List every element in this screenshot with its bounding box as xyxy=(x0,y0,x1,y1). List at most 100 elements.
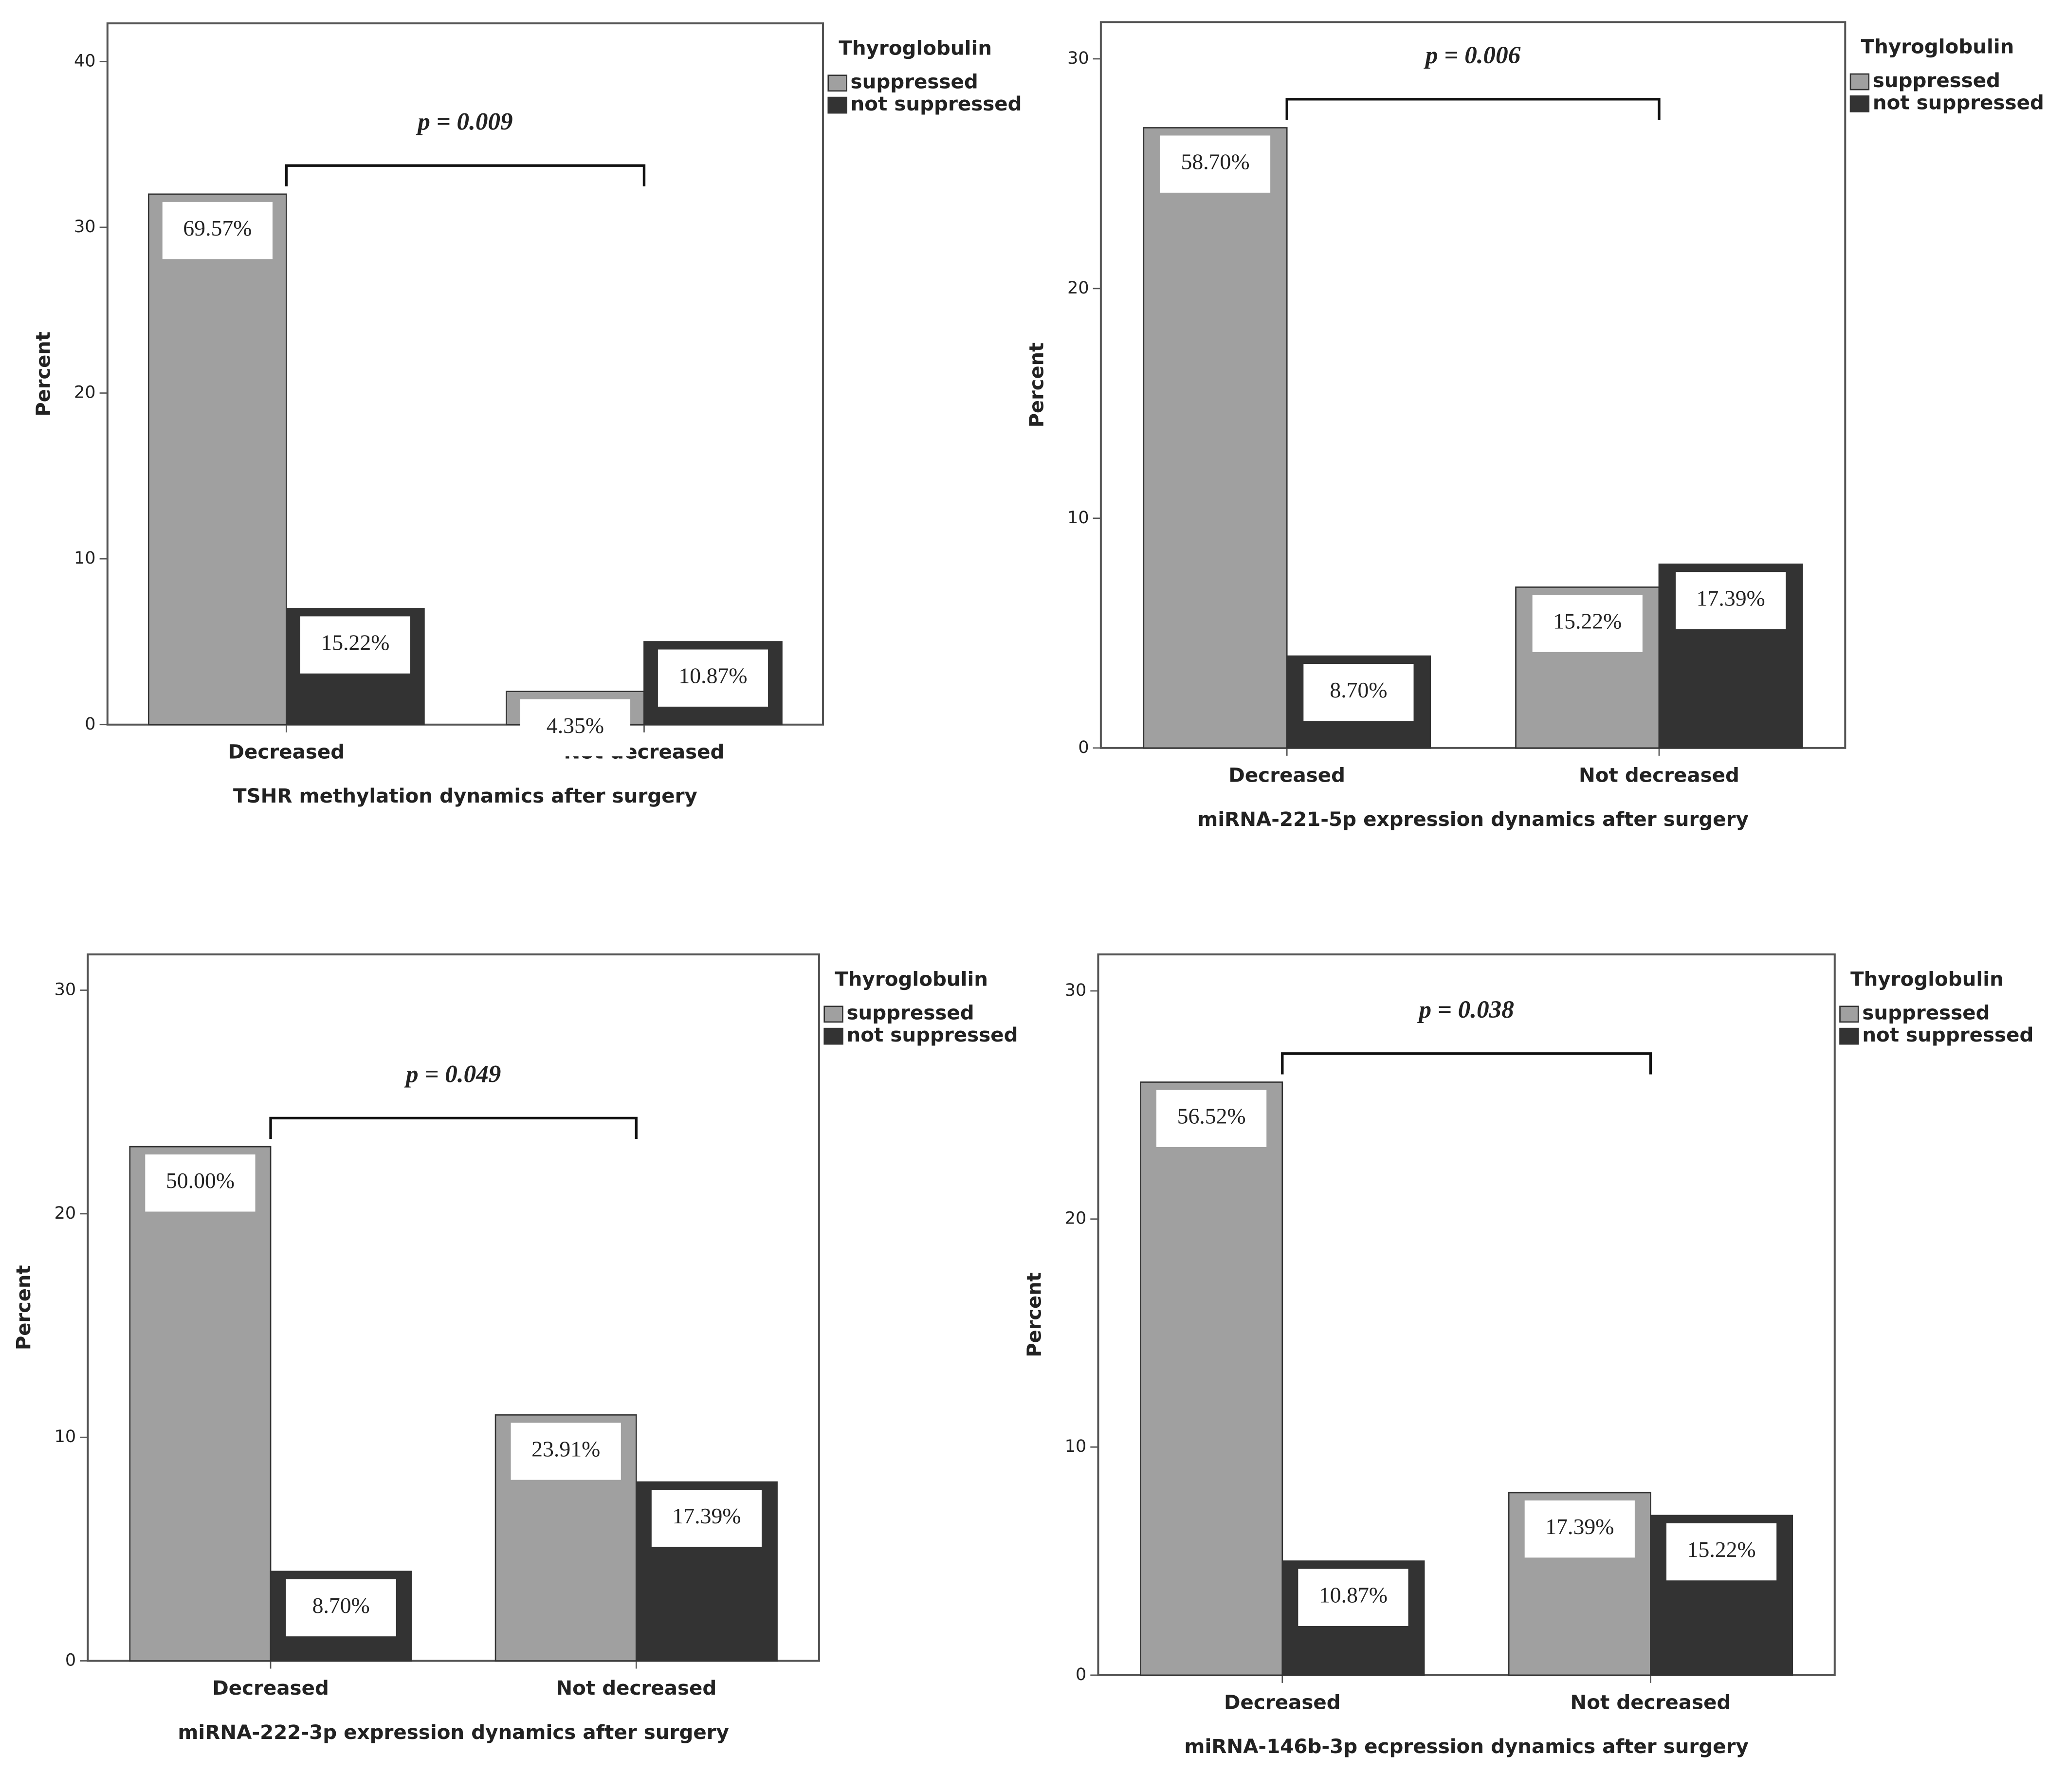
y-tick-label: 0 xyxy=(1076,1665,1086,1684)
bar-label-box xyxy=(1532,595,1643,652)
bar-label-box xyxy=(1666,1523,1777,1581)
bar-label-box xyxy=(286,1579,396,1637)
significance-bracket xyxy=(285,164,646,186)
plot-frame xyxy=(87,953,820,1662)
bar-label: 10.87% xyxy=(678,663,747,688)
y-tick-label: 30 xyxy=(1065,981,1087,1000)
bar xyxy=(1143,127,1288,749)
y-tick-label: 0 xyxy=(65,1651,76,1670)
bar-label-box xyxy=(1303,664,1414,721)
x-axis-label: miRNA-146b-3p ecpression dynamics after … xyxy=(1184,1736,1748,1758)
p-value: p = 0.038 xyxy=(1417,996,1514,1024)
p-value: p = 0.009 xyxy=(416,109,512,136)
chart-panel: 0 10 20 30 Decreased 58.70% 8.70% Not decreased… xyxy=(1026,21,2044,831)
legend-swatch xyxy=(1849,95,1870,112)
legend-label: suppressed xyxy=(1873,70,2000,92)
legend-swatch xyxy=(823,1027,843,1045)
bar-label: 10.87% xyxy=(1319,1583,1388,1608)
bar-label-box xyxy=(1676,572,1786,629)
bar-label-box xyxy=(300,616,410,674)
y-tick-label: 0 xyxy=(1078,738,1089,757)
y-tick-label: 10 xyxy=(1067,508,1089,528)
bar-label-box xyxy=(1160,135,1271,193)
bar-label-box xyxy=(1156,1090,1267,1147)
p-value: p = 0.006 xyxy=(1424,42,1521,69)
bar-label: 8.70% xyxy=(312,1593,370,1618)
y-tick-label: 20 xyxy=(1065,1209,1087,1228)
bar-label: 69.57% xyxy=(183,216,252,240)
plot-frame xyxy=(106,22,824,726)
y-tick-label: 10 xyxy=(55,1427,76,1446)
y-tick-label: 20 xyxy=(55,1204,76,1223)
bar-label-box xyxy=(658,649,768,707)
p-value: p = 0.049 xyxy=(404,1061,501,1088)
significance-bracket xyxy=(1281,1052,1652,1075)
bar-label-box xyxy=(162,201,273,259)
bar-label: 4.35% xyxy=(547,713,604,738)
x-tick-label: Not decreased xyxy=(1570,1692,1731,1714)
x-axis-label: miRNA-222-3p expression dynamics after s… xyxy=(178,1721,729,1744)
legend-label: not suppressed xyxy=(1862,1024,2033,1046)
y-axis-label: Percent xyxy=(13,1265,35,1350)
y-tick-label: 20 xyxy=(1067,278,1089,298)
bar-label-box xyxy=(1298,1569,1408,1626)
bar-label-box xyxy=(145,1154,256,1212)
x-tick-label: Decreased xyxy=(212,1677,329,1700)
bar-label: 58.70% xyxy=(1181,149,1249,174)
chart-panel: 0 10 20 30 Decreased 56.52% 10.87% Not decrease… xyxy=(1023,953,2033,1758)
bar-label: 17.39% xyxy=(672,1503,741,1528)
legend-label: suppressed xyxy=(1862,1002,1990,1024)
y-axis-label: Percent xyxy=(1026,343,1048,428)
bar-label: 15.22% xyxy=(1553,609,1622,634)
y-tick-label: 20 xyxy=(74,383,96,402)
bar-label-box xyxy=(1524,1500,1635,1558)
legend-title: Thyroglobulin xyxy=(1850,969,2004,991)
bar-label-box xyxy=(520,699,631,757)
legend-swatch xyxy=(1849,73,1870,91)
legend-swatch xyxy=(827,74,847,92)
legend-swatch xyxy=(1839,1027,1859,1045)
legend-label: not suppressed xyxy=(1873,92,2044,114)
legend-title: Thyroglobulin xyxy=(839,37,992,60)
y-tick-label: 30 xyxy=(55,980,76,1000)
legend-label: suppressed xyxy=(846,1002,974,1024)
y-tick-label: 10 xyxy=(1065,1437,1087,1456)
bar-label-box xyxy=(651,1490,762,1547)
bar-label: 50.00% xyxy=(166,1168,235,1193)
legend-label: not suppressed xyxy=(851,93,1022,115)
x-axis-label: TSHR methylation dynamics after surgery xyxy=(233,785,697,807)
x-tick-label: Not decreased xyxy=(556,1677,716,1700)
significance-bracket xyxy=(1285,98,1661,120)
bar-label: 15.22% xyxy=(321,630,389,655)
y-tick-label: 30 xyxy=(1067,49,1089,68)
legend-swatch xyxy=(823,1006,843,1023)
x-tick-label: Not decreased xyxy=(1579,765,1739,787)
bar-label: 17.39% xyxy=(1697,586,1765,611)
x-axis-label: miRNA-221-5p expression dynamics after s… xyxy=(1197,808,1749,831)
plot-frame xyxy=(1097,953,1836,1676)
significance-bracket xyxy=(269,1116,638,1139)
y-tick-label: 0 xyxy=(85,714,95,734)
legend-label: not suppressed xyxy=(846,1024,1018,1046)
x-tick-label: Decreased xyxy=(1224,1692,1341,1714)
y-axis-label: Percent xyxy=(32,331,55,417)
y-tick-label: 10 xyxy=(74,549,96,568)
bar-label: 23.91% xyxy=(531,1437,600,1462)
bar-label: 56.52% xyxy=(1177,1104,1246,1129)
bar-label: 17.39% xyxy=(1545,1514,1614,1539)
plot-frame xyxy=(1099,21,1846,749)
bar xyxy=(147,193,287,726)
legend-title: Thyroglobulin xyxy=(835,969,988,991)
legend-swatch xyxy=(827,96,847,114)
bar xyxy=(1140,1081,1283,1676)
legend-label: suppressed xyxy=(851,71,978,93)
legend-title: Thyroglobulin xyxy=(1861,36,2014,58)
x-tick-label: Decreased xyxy=(1228,765,1345,787)
bar-label: 15.22% xyxy=(1687,1537,1756,1562)
legend-swatch xyxy=(1839,1006,1859,1023)
y-axis-label: Percent xyxy=(1023,1272,1045,1357)
y-tick-label: 30 xyxy=(74,217,96,237)
